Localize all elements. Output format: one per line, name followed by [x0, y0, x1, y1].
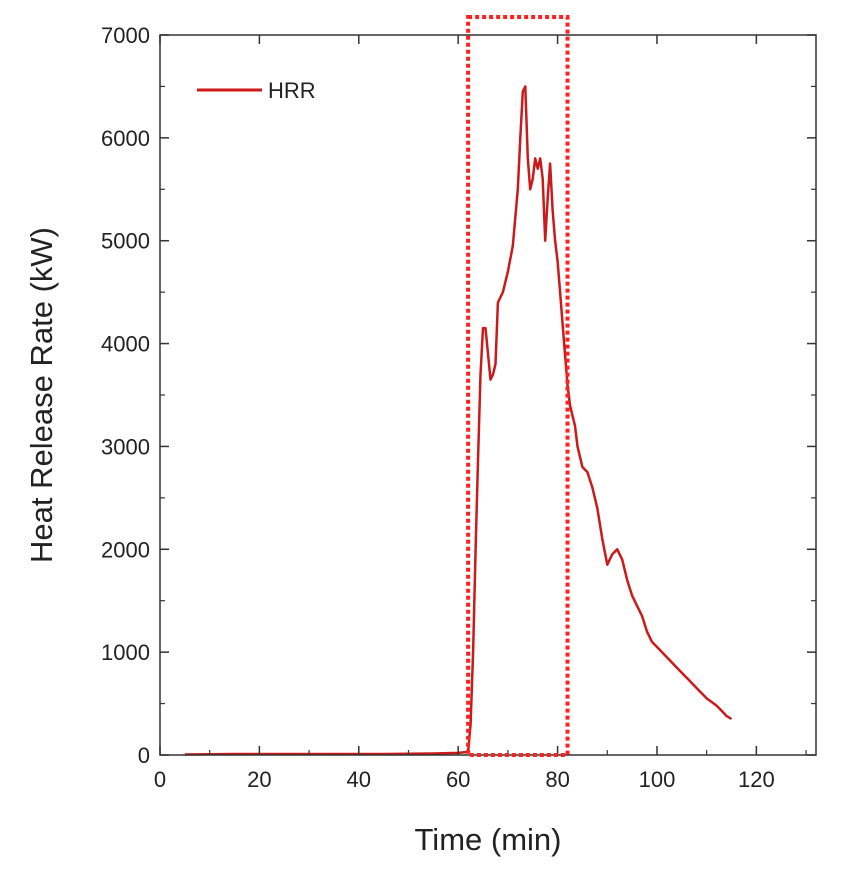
x-tick-label: 40 — [347, 767, 371, 792]
y-tick-label: 0 — [138, 743, 150, 768]
y-tick-label: 4000 — [101, 332, 150, 357]
plot-frame — [159, 34, 817, 756]
x-axis-label: Time (min) — [415, 822, 562, 857]
x-tick-label: 120 — [738, 767, 775, 792]
y-tick-label: 1000 — [101, 640, 150, 665]
x-tick-label: 0 — [154, 767, 166, 792]
x-tick-label: 80 — [545, 767, 569, 792]
series-layer — [184, 85, 733, 756]
highlight-region-box — [466, 15, 570, 757]
series-line-hrr — [184, 85, 733, 756]
annotation-layer — [466, 15, 570, 757]
y-tick-label: 5000 — [101, 229, 150, 254]
x-tick-label: 20 — [247, 767, 271, 792]
x-tick-label: 100 — [639, 767, 676, 792]
x-tick-label: 60 — [446, 767, 470, 792]
y-tick-label: 3000 — [101, 434, 150, 459]
legend: HRR — [197, 78, 316, 103]
y-axis-label: Heat Release Rate (kW) — [24, 227, 59, 563]
y-tick-label: 6000 — [101, 126, 150, 151]
ticks-layer: 0 20 40 60 80 100 120 0 1000 2000 3000 4000 5000 6000… — [101, 23, 816, 792]
y-tick-label: 2000 — [101, 537, 150, 562]
legend-label-hrr: HRR — [268, 78, 316, 103]
y-tick-label: 7000 — [101, 23, 150, 48]
